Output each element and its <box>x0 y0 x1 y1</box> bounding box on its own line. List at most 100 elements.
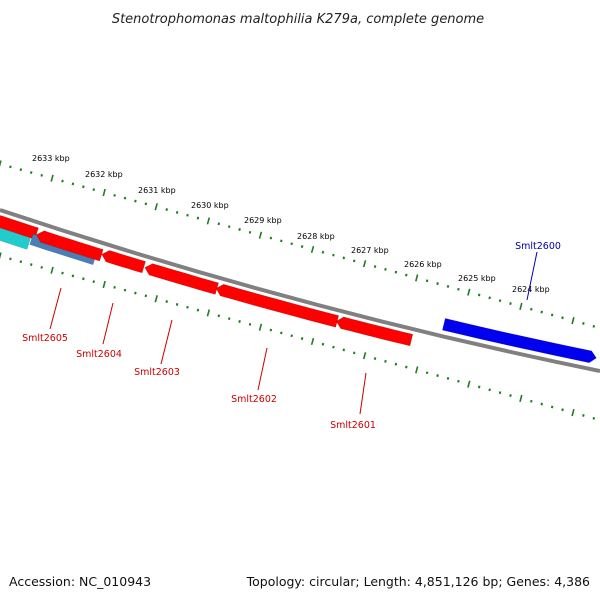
inner-minor-tick <box>321 342 325 346</box>
scale-label: 2629 kbp <box>244 216 282 225</box>
inner-minor-tick <box>540 402 543 406</box>
tick-ring-outer <box>0 160 596 328</box>
outer-minor-tick <box>300 245 304 248</box>
inner-minor-tick <box>332 345 335 349</box>
outer-major-tick <box>0 160 2 168</box>
outer-minor-tick <box>446 285 450 288</box>
inner-major-tick <box>0 252 2 260</box>
outer-minor-tick <box>498 299 502 303</box>
outer-major-tick <box>206 217 211 225</box>
inner-minor-tick <box>9 257 12 261</box>
inner-minor-tick <box>113 285 116 289</box>
inner-minor-tick <box>82 277 85 281</box>
gene-smlt2601-arrow <box>335 316 414 347</box>
inner-minor-tick <box>373 357 377 360</box>
inner-minor-tick <box>196 308 200 312</box>
outer-minor-tick <box>394 270 398 274</box>
outer-minor-tick <box>92 188 96 192</box>
outer-minor-tick <box>550 313 554 317</box>
accession-text: Accession: NC_010943 <box>9 574 151 589</box>
outer-minor-tick <box>269 236 273 240</box>
inner-minor-tick <box>123 288 127 292</box>
inner-minor-tick <box>582 414 585 417</box>
outer-major-tick <box>467 288 471 296</box>
outer-minor-tick <box>477 293 481 297</box>
gene-label-smlt2604: Smlt2604 <box>76 349 122 360</box>
outer-minor-tick <box>290 242 293 246</box>
inner-minor-tick <box>217 314 221 318</box>
inner-major-tick <box>102 280 106 289</box>
outer-minor-tick <box>509 302 512 305</box>
inner-minor-tick <box>227 317 231 321</box>
gene-features <box>0 215 597 364</box>
inner-minor-tick <box>384 359 387 363</box>
inner-major-tick <box>362 352 367 360</box>
outer-minor-tick <box>342 256 346 260</box>
inner-major-tick <box>571 408 575 417</box>
gene-leader-line <box>160 319 173 365</box>
outer-minor-tick <box>227 225 231 229</box>
inner-minor-tick <box>92 280 96 284</box>
inner-minor-tick <box>550 405 554 409</box>
outer-minor-tick <box>540 310 543 314</box>
outer-minor-tick <box>488 296 491 300</box>
scale-label: 2624 kbp <box>512 285 550 294</box>
outer-minor-tick <box>332 253 335 257</box>
genome-backbone <box>0 208 600 373</box>
outer-minor-tick <box>436 282 439 286</box>
inner-major-tick <box>154 295 158 303</box>
inner-major-tick <box>206 309 211 317</box>
scale-label: 2630 kbp <box>191 201 229 210</box>
inner-major-tick <box>415 366 419 374</box>
inner-minor-tick <box>40 265 43 269</box>
inner-major-tick <box>467 380 471 388</box>
gene-label-smlt2600: Smlt2600 <box>515 241 561 252</box>
inner-minor-tick <box>352 351 356 355</box>
outer-minor-tick <box>134 199 137 203</box>
inner-minor-tick <box>561 408 564 412</box>
inner-minor-tick <box>477 385 481 389</box>
inner-minor-tick <box>175 303 179 306</box>
gene-label-smlt2605: Smlt2605 <box>22 333 68 344</box>
outer-minor-tick <box>530 307 533 311</box>
outer-minor-tick <box>405 273 408 277</box>
outer-minor-tick <box>9 165 12 169</box>
outer-major-tick <box>154 203 158 211</box>
outer-minor-tick <box>425 279 429 283</box>
scale-label: 2631 kbp <box>138 186 176 195</box>
inner-minor-tick <box>300 337 304 340</box>
scale-label: 2626 kbp <box>404 260 442 269</box>
gene-leader-line <box>257 347 268 391</box>
inner-minor-tick <box>290 334 293 338</box>
outer-major-tick <box>50 174 54 182</box>
inner-minor-tick <box>144 294 148 298</box>
outer-minor-tick <box>165 208 168 211</box>
inner-major-tick <box>258 323 263 331</box>
gene-leader-line <box>359 372 367 415</box>
inner-minor-tick <box>446 377 450 380</box>
scale-label: 2627 kbp <box>351 246 389 255</box>
inner-minor-tick <box>29 263 33 266</box>
outer-minor-tick <box>248 230 252 234</box>
outer-minor-tick <box>196 216 200 220</box>
inner-minor-tick <box>457 379 460 383</box>
outer-minor-tick <box>561 316 564 320</box>
outer-major-tick <box>310 245 315 254</box>
gene-label-smlt2601: Smlt2601 <box>330 420 376 431</box>
gene-label-smlt2603: Smlt2603 <box>134 367 180 378</box>
inner-minor-tick <box>592 416 596 420</box>
inner-minor-tick <box>436 374 439 378</box>
inner-minor-tick <box>342 348 346 352</box>
outer-minor-tick <box>123 196 127 200</box>
outer-minor-tick <box>40 173 43 177</box>
tick-ring-inner <box>0 252 596 420</box>
gene-leader-line <box>102 302 114 345</box>
scale-labels: 2633 kbp 2632 kbp 2631 kbp 2630 kbp 2629 kbp… <box>32 154 550 294</box>
outer-minor-tick <box>280 239 283 243</box>
outer-minor-tick <box>217 222 221 226</box>
outer-minor-tick <box>384 267 387 271</box>
outer-minor-tick <box>175 211 179 214</box>
inner-minor-tick <box>488 388 491 392</box>
inner-minor-tick <box>509 394 512 397</box>
scale-label: 2632 kbp <box>85 170 123 179</box>
